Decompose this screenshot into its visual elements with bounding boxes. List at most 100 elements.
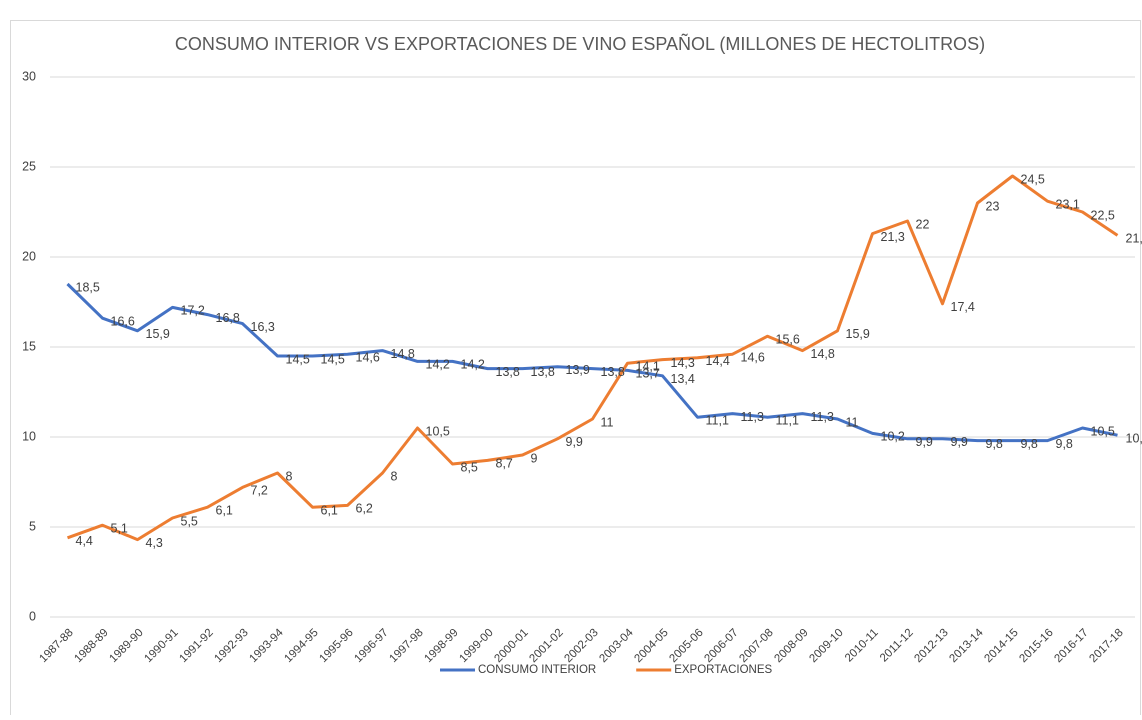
- data-label: 14,2: [426, 358, 450, 372]
- data-label: 11,3: [741, 410, 764, 424]
- x-tick-label: 1991-92: [177, 627, 215, 665]
- data-label: 16,3: [251, 320, 275, 334]
- data-label: 13,8: [531, 365, 555, 379]
- data-label: 21,2: [1126, 232, 1142, 246]
- x-tick-label: 1988-89: [72, 627, 110, 665]
- x-tick-label: 2010-11: [843, 627, 881, 665]
- x-tick-label: 2004-05: [632, 627, 670, 665]
- y-tick-label: 10: [22, 429, 36, 443]
- data-label: 9,9: [566, 435, 583, 449]
- data-label: 23,1: [1056, 197, 1080, 211]
- data-label: 14,2: [461, 358, 485, 372]
- x-tick-label: 2008-09: [772, 627, 810, 665]
- data-label: 24,5: [1021, 172, 1045, 186]
- data-label: 9,9: [951, 435, 968, 449]
- data-label: 23: [986, 199, 1000, 213]
- data-label: 17,4: [951, 300, 975, 314]
- data-label: 15,6: [776, 332, 800, 346]
- chart-title: CONSUMO INTERIOR VS EXPORTACIONES DE VIN…: [175, 33, 985, 54]
- x-tick-label: 1994-95: [282, 627, 320, 665]
- data-label: 10,5: [426, 424, 450, 438]
- data-label: 4,4: [76, 534, 93, 548]
- data-label: 14,8: [391, 347, 415, 361]
- data-label: 9,8: [1021, 437, 1038, 451]
- x-tick-label: 2014-15: [982, 627, 1020, 665]
- data-label: 15,9: [846, 327, 870, 341]
- data-label: 8: [286, 469, 293, 483]
- series-line: [68, 176, 1118, 540]
- data-label: 14,6: [741, 350, 765, 364]
- data-label: 13,8: [601, 365, 625, 379]
- x-tick-label: 1995-96: [317, 627, 355, 665]
- y-tick-label: 25: [22, 159, 36, 173]
- data-label: 10,5: [1091, 424, 1115, 438]
- data-label: 14,8: [811, 347, 835, 361]
- x-tick-label: 2007-08: [737, 627, 775, 665]
- data-label: 4,3: [146, 536, 163, 550]
- data-label: 22,5: [1091, 208, 1115, 222]
- x-tick-label: 1989-90: [107, 627, 145, 665]
- x-tick-label: 1993-94: [247, 626, 286, 665]
- data-label: 8,7: [496, 457, 513, 471]
- data-label: 13,8: [496, 365, 520, 379]
- data-label: 14,5: [286, 352, 310, 366]
- x-tick-label: 2011-12: [878, 627, 916, 665]
- data-label: 11,3: [811, 410, 834, 424]
- data-label: 8,5: [461, 460, 478, 474]
- data-label: 14,3: [671, 356, 695, 370]
- x-tick-label: 2003-04: [597, 626, 636, 665]
- x-tick-label: 2013-14: [947, 626, 986, 665]
- x-tick-label: 2016-17: [1052, 627, 1090, 665]
- data-label: 11,1: [706, 413, 729, 427]
- data-label: 5,1: [111, 521, 128, 535]
- x-tick-label: 2017-18: [1087, 627, 1125, 665]
- data-label: 13,4: [671, 372, 695, 386]
- data-label: 10,1: [1126, 431, 1142, 445]
- y-tick-label: 5: [29, 519, 36, 533]
- data-label: 15,9: [146, 327, 170, 341]
- data-label: 14,6: [356, 350, 380, 364]
- data-label: 18,5: [76, 280, 100, 294]
- x-tick-label: 1987-88: [37, 627, 75, 665]
- data-label: 16,8: [216, 311, 240, 325]
- data-label: 11: [846, 415, 859, 429]
- data-label: 21,3: [881, 230, 905, 244]
- data-label: 14,5: [321, 352, 345, 366]
- data-label: 9: [531, 451, 538, 465]
- data-label: 14,1: [636, 359, 660, 373]
- x-tick-label: 2015-16: [1017, 627, 1055, 665]
- data-label: 9,8: [1056, 437, 1073, 451]
- x-tick-label: 1996-97: [352, 627, 390, 665]
- data-label: 11: [601, 415, 614, 429]
- x-tick-label: 1990-91: [142, 627, 180, 665]
- x-tick-label: 2002-03: [562, 627, 600, 665]
- data-label: 13,9: [566, 363, 590, 377]
- data-label: 14,4: [706, 354, 730, 368]
- x-tick-label: 1998-99: [422, 627, 460, 665]
- data-label: 5,5: [181, 514, 198, 528]
- x-tick-label: 2006-07: [702, 627, 740, 665]
- y-tick-label: 30: [22, 69, 36, 83]
- legend-label: CONSUMO INTERIOR: [478, 664, 596, 676]
- data-label: 9,8: [986, 437, 1003, 451]
- x-tick-label: 2005-06: [667, 627, 705, 665]
- legend-label: EXPORTACIONES: [674, 664, 772, 676]
- x-tick-label: 2009-10: [807, 627, 845, 665]
- data-label: 6,1: [216, 503, 233, 517]
- x-tick-label: 1992-93: [212, 627, 250, 665]
- x-tick-label: 1999-00: [457, 627, 495, 665]
- y-tick-label: 0: [29, 609, 36, 623]
- data-label: 10,2: [881, 430, 905, 444]
- y-tick-label: 15: [22, 339, 36, 353]
- data-label: 8: [391, 469, 398, 483]
- data-label: 16,6: [111, 314, 135, 328]
- data-label: 9,9: [916, 435, 933, 449]
- data-label: 11,1: [776, 413, 799, 427]
- x-tick-label: 1997-98: [387, 627, 425, 665]
- x-tick-label: 2001-02: [527, 627, 565, 665]
- data-label: 7,2: [251, 484, 268, 498]
- data-label: 6,1: [321, 503, 338, 517]
- data-label: 6,2: [356, 502, 373, 516]
- x-tick-label: 2000-01: [492, 627, 530, 665]
